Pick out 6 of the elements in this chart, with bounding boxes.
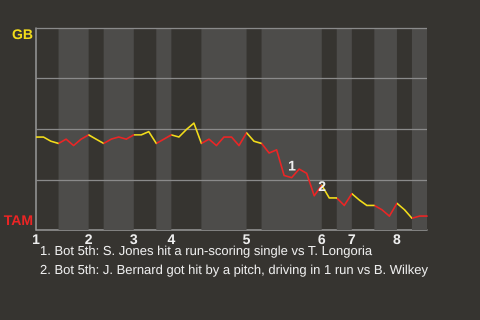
text: 2. Bot 5th: J. Bernard got hit by a pitch, driving in 1 run vs B. Wilkey (40, 262, 429, 277)
text: TAM (4, 212, 33, 228)
x-tick-label: 8 (393, 231, 402, 247)
text: GB (12, 26, 33, 42)
x-tick-label: 1 (32, 231, 40, 247)
annotation: 1 (288, 157, 296, 174)
